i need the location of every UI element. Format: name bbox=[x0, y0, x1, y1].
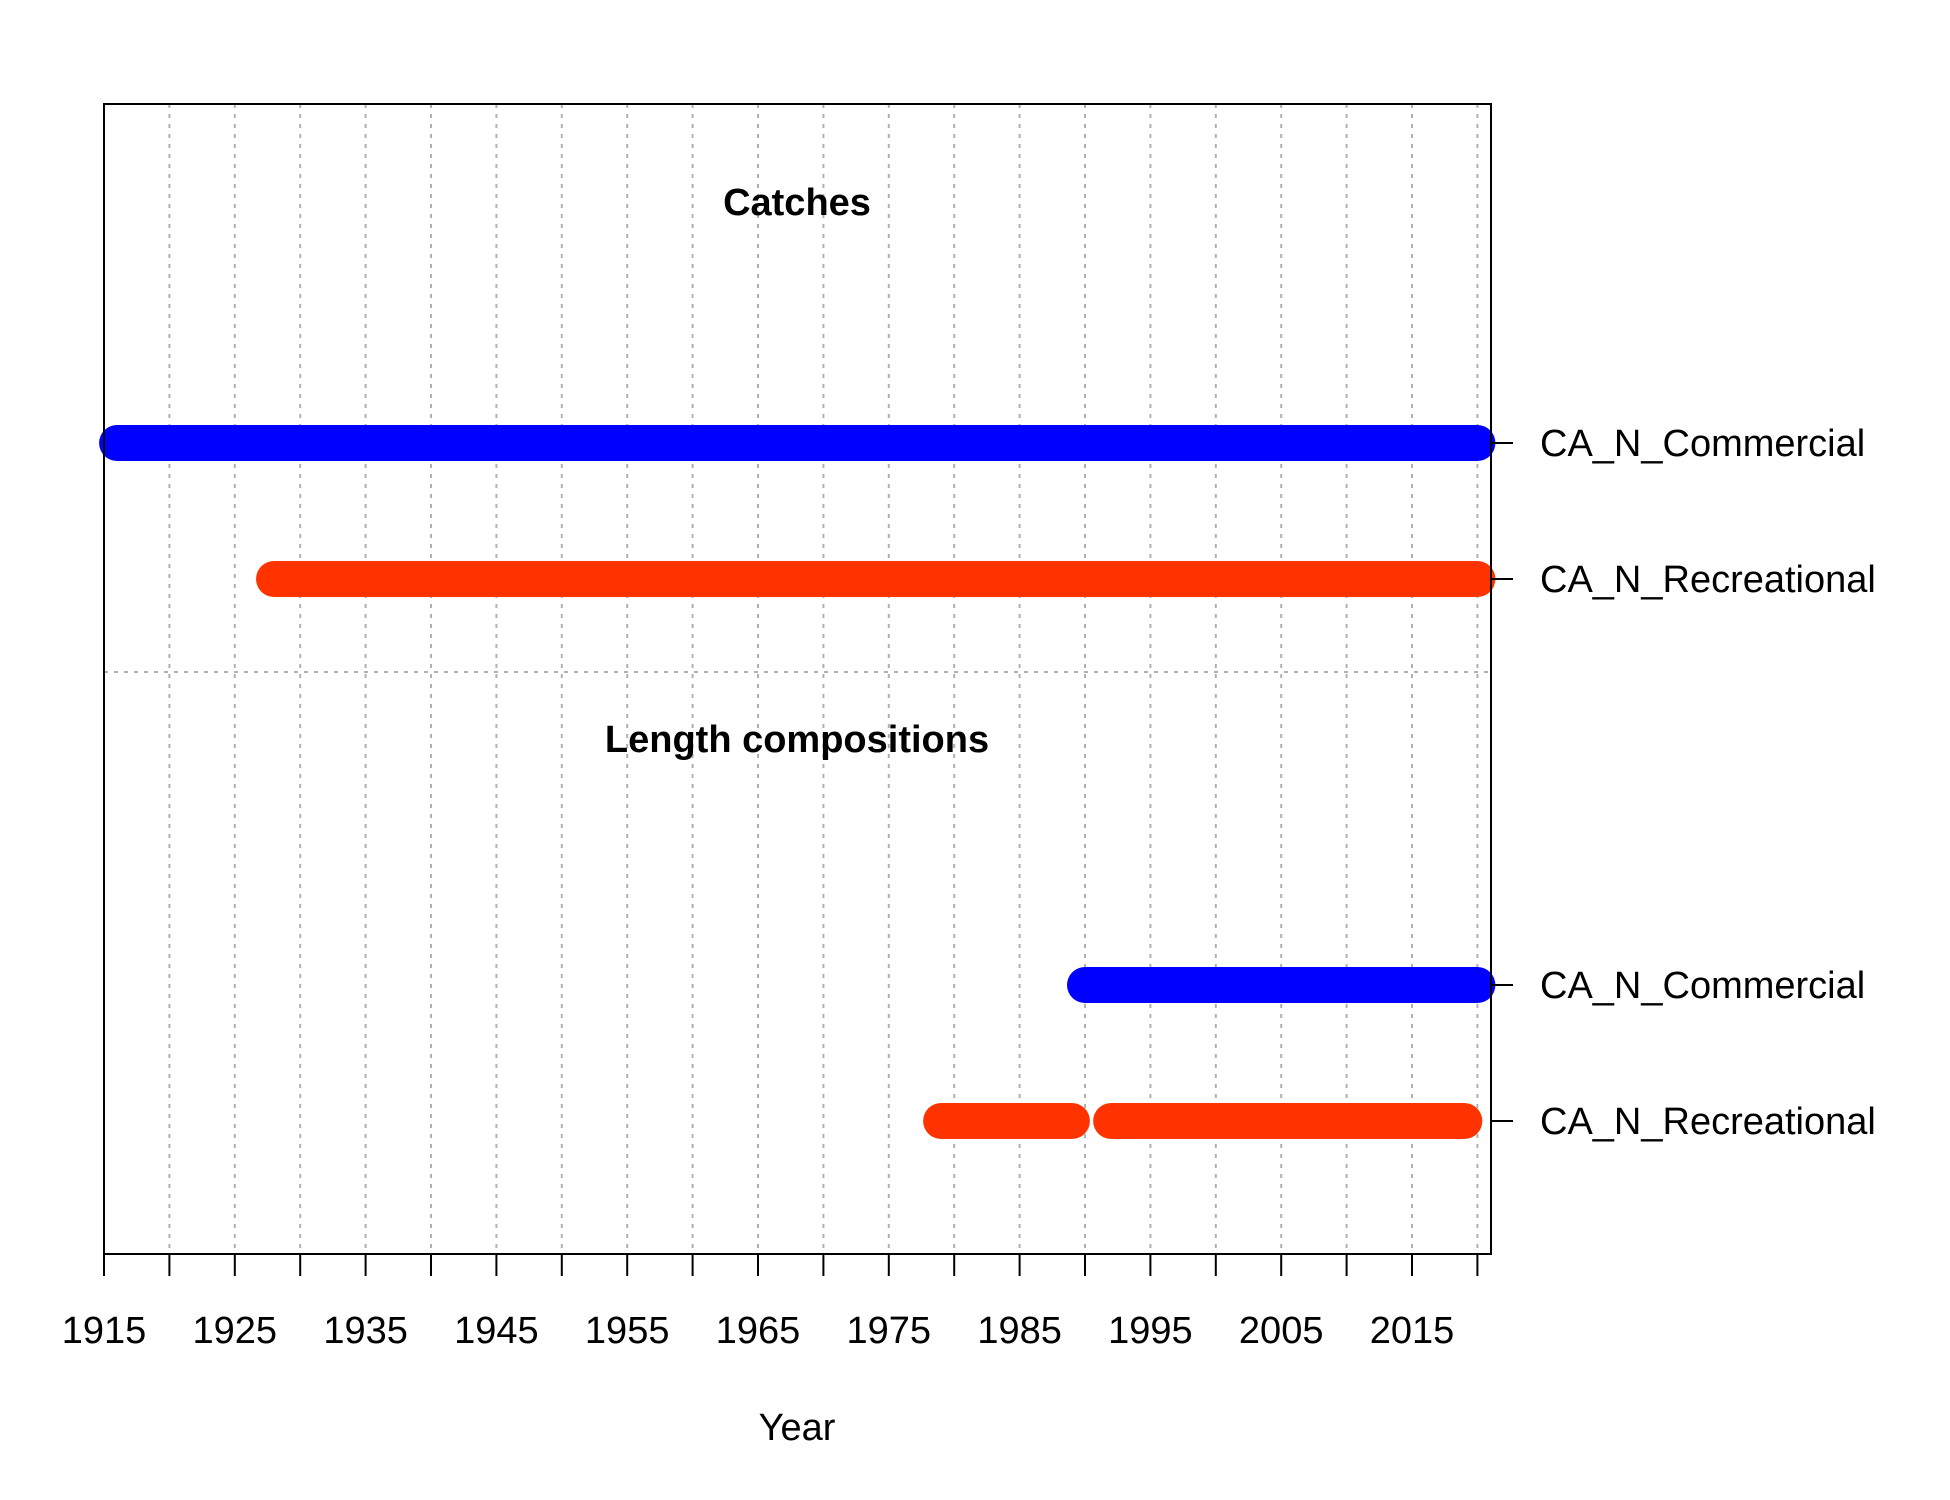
x-tick-label-1975: 1975 bbox=[847, 1310, 932, 1352]
x-tick-label-1945: 1945 bbox=[454, 1310, 539, 1352]
x-tick-label-1925: 1925 bbox=[193, 1310, 278, 1352]
x-axis-title: Year bbox=[759, 1407, 836, 1449]
fleet-label-2: CA_N_Commercial bbox=[1540, 965, 1865, 1007]
section-titles: Catches Length compositions bbox=[605, 182, 989, 761]
x-tick-label-1965: 1965 bbox=[716, 1310, 801, 1352]
plot-frame bbox=[103, 103, 1492, 1255]
fleet-axis: CA_N_Commercial CA_N_Recreational CA_N_Com… bbox=[1491, 423, 1876, 1143]
x-tick-label-2005: 2005 bbox=[1239, 1310, 1324, 1352]
fleet-label-3: CA_N_Recreational bbox=[1540, 1101, 1876, 1143]
section-title-0: Catches bbox=[723, 182, 871, 224]
x-axis: 1915 1925 1935 1945 1955 1965 1975 1985 1995 2005… bbox=[62, 1254, 1479, 1352]
x-tick-label-1935: 1935 bbox=[323, 1310, 408, 1352]
fleet-label-1: CA_N_Recreational bbox=[1540, 559, 1876, 601]
x-tick-label-1955: 1955 bbox=[585, 1310, 670, 1352]
x-tick-label-2015: 2015 bbox=[1370, 1310, 1455, 1352]
data-bars bbox=[99, 425, 1496, 1139]
fleet-label-0: CA_N_Commercial bbox=[1540, 423, 1865, 465]
grid-lines bbox=[104, 104, 1491, 1254]
x-tick-label-1995: 1995 bbox=[1108, 1310, 1193, 1352]
x-tick-label-1985: 1985 bbox=[977, 1310, 1062, 1352]
x-tick-label-1915: 1915 bbox=[62, 1310, 147, 1352]
section-title-1: Length compositions bbox=[605, 719, 989, 761]
